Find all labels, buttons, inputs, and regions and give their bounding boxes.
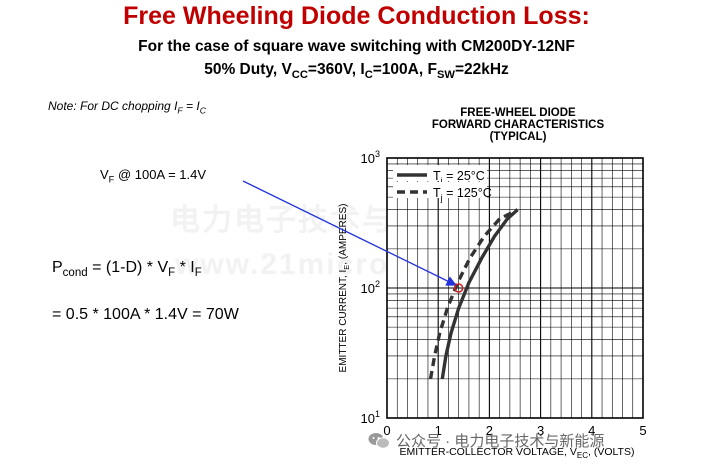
legend-label-part: = 125°C <box>443 186 492 200</box>
x-axis-label: EMITTER-COLLECTOR VOLTAGE, VEC, (VOLTS) <box>400 446 635 460</box>
formula-star: * I <box>175 259 195 276</box>
chart-title-line: (TYPICAL) <box>490 131 547 143</box>
dc-chopping-note: Note: For DC chopping IF = IC <box>48 99 206 115</box>
x-axis-label-part: EC <box>577 451 588 460</box>
vf-symbol: V <box>100 167 109 182</box>
chart-title-line: FREE-WHEEL DIODE <box>460 107 576 119</box>
legend-label-part: T <box>433 186 441 200</box>
x-tick-label: 5 <box>639 423 646 438</box>
ic-symbol: I <box>360 61 365 78</box>
legend-entry-bg <box>393 182 487 198</box>
footer-watermark: 公众号 · 电力电子技术与新能源 <box>368 430 604 451</box>
legend-label-part: j <box>440 176 443 186</box>
formula-vf-subscript: F <box>168 267 176 280</box>
legend-label-part: j <box>440 193 443 203</box>
vf-annotation-arrow <box>242 180 457 286</box>
x-tick-label: 0 <box>383 423 390 438</box>
note-ic-subscript: C <box>199 105 206 116</box>
x-tick-label: 2 <box>486 423 493 438</box>
y-tick-exponent: 3 <box>375 149 380 159</box>
pcond-symbol: P <box>52 259 63 276</box>
x-axis-label-part: , (VOLTS) <box>588 446 634 458</box>
legend-label-part: T <box>433 169 441 183</box>
vf-value: @ 100A = 1.4V <box>114 167 207 182</box>
chart-title-line: FORWARD CHARACTERISTICS <box>432 119 605 131</box>
y-tick-exponent: 2 <box>375 279 380 289</box>
subtitle-conditions: 50% Duty, VCC=360V, IC=100A, FSW=22kHz <box>0 61 713 81</box>
vcc-symbol: V <box>281 61 292 78</box>
x-axis-label-part: EMITTER-COLLECTOR VOLTAGE, V <box>400 446 577 458</box>
y-tick-base: 10 <box>361 281 375 296</box>
note-if-symbol: I <box>174 99 178 113</box>
fsw-subscript: SW <box>436 69 455 82</box>
y-axis-label: EMITTER CURRENT, IE, (AMPERES) <box>338 204 351 373</box>
ic-value: =100A, <box>372 61 428 78</box>
pcond-subscript: cond <box>62 267 88 280</box>
vcc-value: =360V, <box>307 61 361 78</box>
pcond-formula: Pcond = (1-D) * VF * IF <box>52 259 202 279</box>
duty-text: 50% Duty, <box>204 61 282 78</box>
legend-label-part: = 25°C <box>443 169 485 183</box>
series-line-25c <box>440 208 519 380</box>
y-tick-base: 10 <box>361 411 375 426</box>
subtitle-device: For the case of square wave switching wi… <box>138 38 575 55</box>
page-title: Free Wheeling Diode Conduction Loss: <box>123 2 590 30</box>
y-tick-exponent: 1 <box>375 409 380 419</box>
y-tick-label: 103 <box>361 149 380 166</box>
x-tick-label: 1 <box>435 423 442 438</box>
note-ic-symbol: I <box>196 99 200 113</box>
note-equals: = <box>182 99 197 113</box>
y-axis-label-part: , (AMPERES) <box>338 204 349 265</box>
y-axis-label-part: E <box>342 265 351 270</box>
note-prefix: Note: For DC chopping <box>48 99 175 113</box>
ic-subscript: C <box>364 69 373 82</box>
pcond-result: = 0.5 * 100A * 1.4V = 70W <box>52 306 239 323</box>
y-tick-label: 101 <box>361 409 380 426</box>
plot-frame <box>386 157 644 419</box>
wechat-icon <box>368 432 390 449</box>
series-line-125c <box>428 208 519 380</box>
legend-label: Tj = 25°C <box>433 169 485 186</box>
legend-entry-bg <box>393 165 487 181</box>
fsw-value: =22kHz <box>454 61 509 78</box>
note-if-subscript: F <box>177 105 183 116</box>
vf-subscript: F <box>108 174 115 185</box>
y-axis-label-part: EMITTER CURRENT, I <box>338 270 349 373</box>
footer-watermark-text: 公众号 · 电力电子技术与新能源 <box>396 433 605 450</box>
formula-mid: = (1-D) * V <box>87 259 169 276</box>
x-tick-label: 4 <box>588 423 595 438</box>
vcc-subscript: CC <box>291 69 308 82</box>
y-tick-label: 102 <box>361 279 380 296</box>
formula-if-subscript: F <box>194 267 202 280</box>
vf-annotation-label: VF @ 100A = 1.4V <box>100 167 206 185</box>
y-tick-base: 10 <box>361 151 375 166</box>
operating-point-marker <box>453 283 464 293</box>
fsw-symbol: F <box>427 61 437 78</box>
x-tick-label: 3 <box>537 423 544 438</box>
legend-label: Tj = 125°C <box>433 186 492 203</box>
